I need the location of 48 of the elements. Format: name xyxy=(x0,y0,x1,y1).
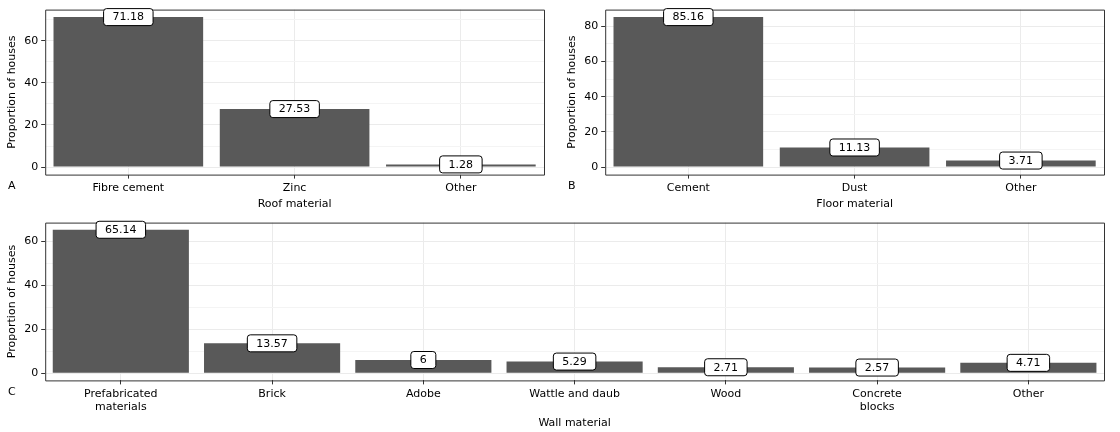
text: B xyxy=(568,178,576,192)
text: A xyxy=(8,178,16,192)
y-tick-label: 60 xyxy=(24,233,39,247)
data-label: 1.28 xyxy=(448,157,474,171)
data-label: 65.14 xyxy=(105,223,137,237)
y-tick-label: 40 xyxy=(24,278,39,291)
data-label: 2.57 xyxy=(864,360,890,374)
data-label: 3.71 xyxy=(1008,153,1034,167)
y-tick-label: 0 xyxy=(591,159,599,173)
data-label: 27.53 xyxy=(278,102,311,116)
data-label: 11.13 xyxy=(838,140,871,154)
x-tick-label: Other xyxy=(1012,386,1045,400)
x-tick-label: Other xyxy=(445,181,477,195)
x-axis-title: Wall material xyxy=(538,416,611,430)
x-axis-title: Roof material xyxy=(257,197,332,211)
y-tick-label: 40 xyxy=(24,75,39,89)
y-tick-label: 0 xyxy=(31,159,39,173)
data-label: 85.16 xyxy=(672,10,705,24)
y-tick-label: 20 xyxy=(24,117,39,131)
y-tick-label: 80 xyxy=(584,19,599,33)
x-tick-label: Fibre cement xyxy=(92,181,165,195)
x-tick-label: Cement xyxy=(666,181,711,195)
data-label: 4.71 xyxy=(1016,356,1041,370)
data-label: 13.57 xyxy=(256,336,288,350)
x-tick-label: Wattle and daub xyxy=(529,386,620,400)
x-tick-label: Other xyxy=(1005,181,1037,195)
y-tick-label: 40 xyxy=(584,89,599,103)
data-label: 6 xyxy=(419,353,427,367)
x-tick-label: Wood xyxy=(710,386,742,400)
y-tick-label: 20 xyxy=(24,322,39,336)
x-tick-label: Adobe xyxy=(405,386,441,400)
x-axis-title: Floor material xyxy=(816,197,893,211)
x-tick-label: Concrete blocks xyxy=(852,386,903,414)
y-axis-title: Proportion of houses xyxy=(5,35,19,149)
y-tick-label: 0 xyxy=(31,366,39,380)
x-tick-label: Zinc xyxy=(282,181,307,195)
y-axis-title: Proportion of houses xyxy=(5,244,19,359)
data-label: 2.71 xyxy=(713,360,739,374)
y-axis-title: Proportion of houses xyxy=(565,35,579,149)
y-tick-label: 20 xyxy=(584,124,599,138)
data-label: 71.18 xyxy=(112,10,145,24)
y-tick-label: 60 xyxy=(24,33,39,47)
text: C xyxy=(8,384,16,398)
x-tick-label: Brick xyxy=(258,386,287,400)
x-tick-label: Prefabricated materials xyxy=(84,386,158,414)
y-tick-label: 60 xyxy=(584,54,599,68)
data-label: 5.29 xyxy=(562,354,587,368)
x-tick-label: Dust xyxy=(841,181,869,195)
